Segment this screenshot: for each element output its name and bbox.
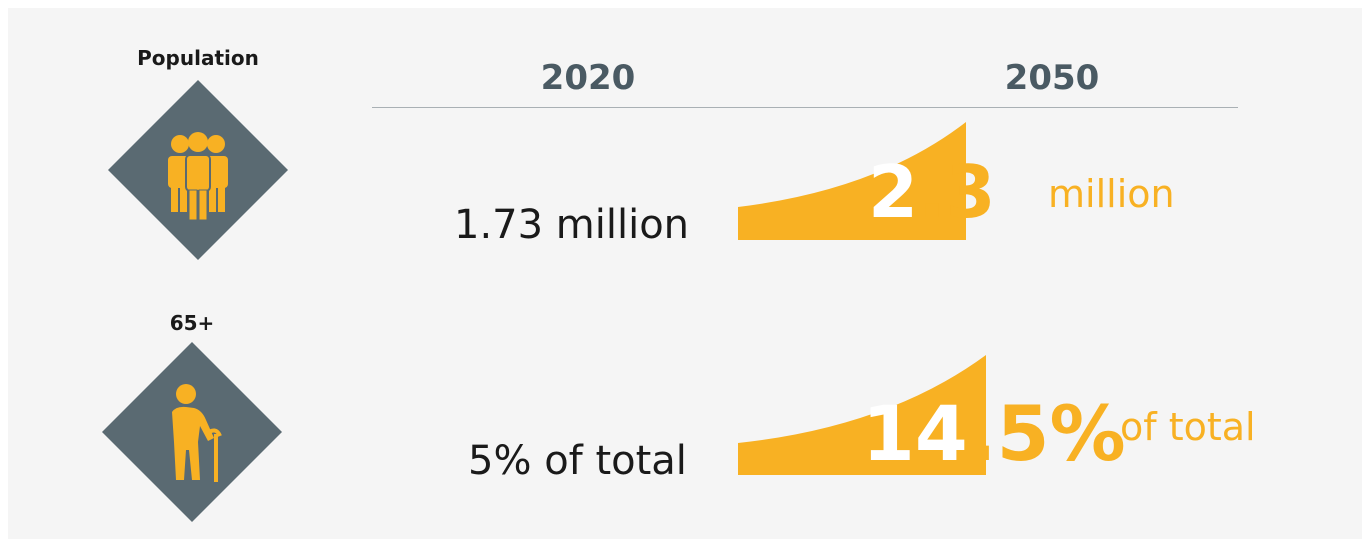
age-65-growth-curve	[738, 355, 986, 475]
infographic-panel: Population 65+	[8, 8, 1362, 539]
age-65-2050-number-lead: 14	[862, 389, 968, 478]
year-2050-header: 2050	[1004, 58, 1100, 98]
header-divider	[372, 107, 1238, 108]
population-diamond	[108, 80, 288, 260]
people-group-icon	[108, 80, 288, 260]
age-65-label: 65+	[169, 311, 215, 335]
population-2020-value: 1.73 million	[454, 205, 689, 245]
age-65-2050-number: 14.5%	[862, 396, 1126, 472]
age-65-2050-number-rest: .5%	[967, 389, 1126, 478]
age-65-2020-number: 5%	[468, 438, 532, 484]
elderly-person-icon	[102, 342, 282, 522]
population-2050-unit: million	[1048, 172, 1175, 216]
age-65-2020-value: 5% of total	[468, 441, 687, 481]
age-65-2020-unit: of total	[544, 438, 687, 484]
population-2020-number: 1.73	[454, 202, 544, 248]
age-65-2050-unit: of total	[1120, 405, 1256, 449]
population-2050-number-lead: 2	[868, 150, 919, 234]
population-2020-unit: million	[555, 202, 690, 248]
age-65-diamond	[102, 342, 282, 522]
population-label: Population	[137, 46, 259, 70]
population-growth-curve	[738, 122, 966, 240]
population-2050-number: 2.3	[868, 156, 996, 228]
population-2050-number-rest: .3	[918, 150, 996, 234]
year-2020-header: 2020	[540, 58, 636, 98]
